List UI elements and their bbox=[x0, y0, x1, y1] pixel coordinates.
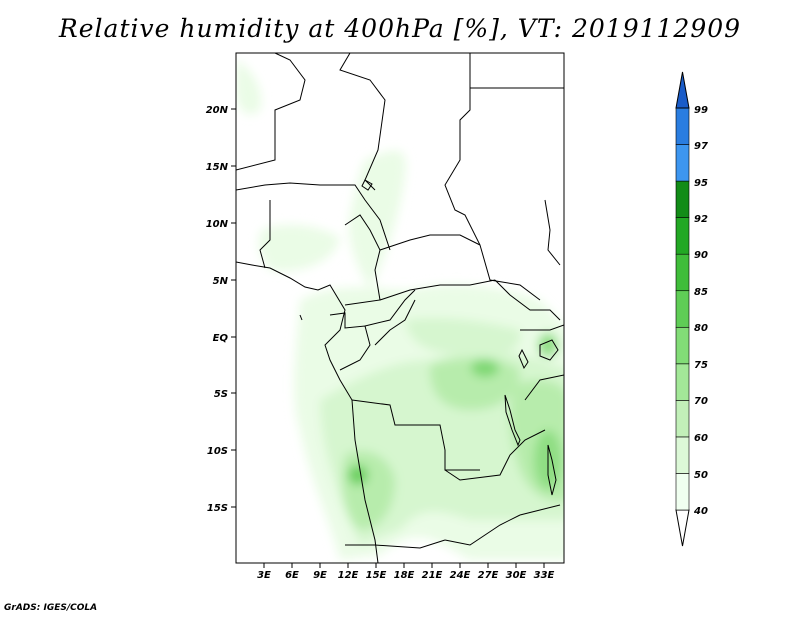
colorbar-segment bbox=[675, 326, 690, 365]
lat-axis: 20N 15N 10N 5N EQ 5S 10S 15S bbox=[206, 105, 236, 514]
coastline-west bbox=[236, 261, 379, 563]
colorbar-segments bbox=[675, 71, 690, 547]
lat-label-20n: 20N bbox=[206, 105, 229, 116]
colorbar-label-92: 92 bbox=[694, 214, 708, 225]
colorbar-segment bbox=[675, 253, 690, 292]
lat-label-5n: 5N bbox=[213, 276, 229, 287]
border-namibia bbox=[345, 539, 446, 549]
colorbar-segment bbox=[675, 180, 690, 218]
colorbar-label-40: 40 bbox=[693, 506, 708, 517]
rh-40-nw bbox=[236, 60, 262, 115]
lat-label-15s: 15S bbox=[207, 503, 228, 514]
colorbar-label-95: 95 bbox=[694, 178, 708, 189]
lake-albert bbox=[518, 348, 529, 370]
colorbar-label-70: 70 bbox=[694, 396, 708, 407]
border-north-1 bbox=[236, 53, 306, 171]
lon-label-30e: 30E bbox=[506, 570, 527, 581]
colorbar-segment bbox=[675, 436, 690, 474]
lon-label-6e: 6E bbox=[285, 570, 299, 581]
border-nigeria bbox=[259, 200, 271, 269]
colorbar-labels: 40 50 60 70 75 80 85 90 92 95 97 99 bbox=[693, 105, 708, 517]
colorbar: 40 50 60 70 75 80 85 90 92 95 97 99 bbox=[675, 71, 708, 547]
lake-chad bbox=[361, 179, 373, 191]
rh-75-core-a bbox=[471, 359, 499, 377]
lon-axis: 3E 6E 9E 12E 15E 18E 21E 24E 27E 30E 33E bbox=[257, 563, 555, 581]
lon-label-15e: 15E bbox=[366, 570, 387, 581]
lon-label-27e: 27E bbox=[478, 570, 499, 581]
lon-label-33e: 33E bbox=[534, 570, 555, 581]
lon-label-18e: 18E bbox=[394, 570, 415, 581]
border-gulf bbox=[299, 314, 303, 321]
border-east bbox=[544, 199, 561, 266]
colorbar-label-80: 80 bbox=[694, 323, 708, 334]
lat-label-5s: 5S bbox=[214, 389, 228, 400]
colorbar-segment bbox=[675, 107, 690, 145]
colorbar-under-triangle bbox=[675, 509, 690, 547]
lake-victoria bbox=[539, 339, 559, 361]
rh-40-north bbox=[349, 150, 406, 290]
border-tanzania bbox=[524, 374, 564, 401]
lake-malawi bbox=[547, 444, 557, 496]
border-car-south bbox=[379, 279, 496, 301]
border-north-3 bbox=[444, 53, 541, 301]
boundaries bbox=[236, 53, 564, 563]
colorbar-segment bbox=[675, 400, 690, 438]
lat-label-10n: 10N bbox=[206, 219, 229, 230]
colorbar-segment bbox=[675, 144, 690, 182]
lon-label-24e: 24E bbox=[450, 570, 471, 581]
lon-label-12e: 12E bbox=[338, 570, 359, 581]
lat-label-eq: EQ bbox=[213, 333, 229, 344]
map-title: Relative humidity at 400hPa [%], VT: 201… bbox=[58, 14, 742, 43]
lake-tanganyika bbox=[504, 394, 521, 447]
rh-40-west bbox=[258, 224, 340, 272]
colorbar-label-85: 85 bbox=[694, 287, 708, 298]
lon-label-3e: 3E bbox=[257, 570, 271, 581]
border-congo bbox=[364, 289, 416, 327]
humidity-field bbox=[236, 60, 564, 560]
border-south-sudan bbox=[494, 279, 561, 321]
colorbar-segment bbox=[675, 473, 690, 511]
river-congo bbox=[374, 299, 416, 346]
colorbar-segment bbox=[675, 363, 690, 401]
colorbar-label-90: 90 bbox=[694, 250, 708, 261]
border-uganda bbox=[520, 324, 564, 331]
colorbar-label-99: 99 bbox=[694, 105, 708, 116]
credit-text: GrADS: IGES/COLA bbox=[4, 603, 98, 613]
border-botswana bbox=[444, 514, 521, 546]
colorbar-segment bbox=[675, 217, 690, 255]
colorbar-label-75: 75 bbox=[694, 360, 708, 371]
map-frame bbox=[235, 52, 565, 564]
colorbar-label-50: 50 bbox=[694, 470, 708, 481]
colorbar-label-97: 97 bbox=[694, 141, 708, 152]
lon-label-9e: 9E bbox=[313, 570, 327, 581]
border-zimbabwe bbox=[519, 504, 561, 516]
lat-label-10s: 10S bbox=[207, 446, 228, 457]
colorbar-label-60: 60 bbox=[694, 433, 708, 444]
rh-75-core-d bbox=[538, 333, 558, 357]
rh-50-upper bbox=[405, 318, 521, 357]
lat-label-15n: 15N bbox=[206, 162, 229, 173]
rh-80-core-c bbox=[348, 465, 368, 485]
colorbar-segment bbox=[675, 290, 690, 328]
lon-label-21e: 21E bbox=[422, 570, 443, 581]
border-chad-niger bbox=[236, 182, 391, 251]
border-car bbox=[379, 234, 481, 251]
colorbar-over-triangle bbox=[675, 71, 690, 109]
border-zambia bbox=[444, 429, 546, 481]
